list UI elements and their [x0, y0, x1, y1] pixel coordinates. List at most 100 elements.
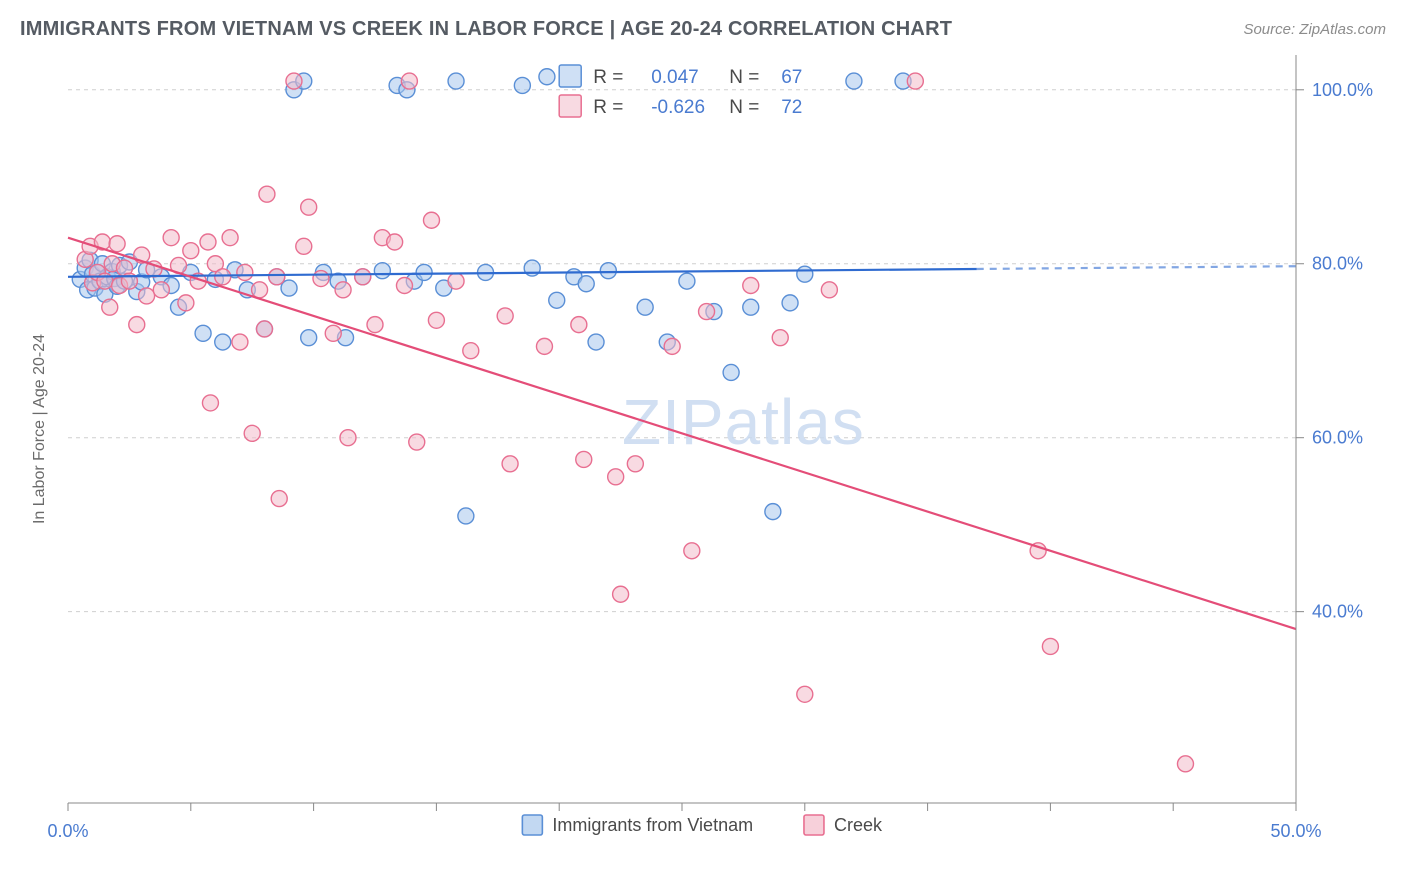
data-point-creek	[355, 269, 371, 285]
data-point-vietnam	[215, 334, 231, 350]
stat-n-label: N =	[729, 97, 759, 118]
data-point-creek	[129, 317, 145, 333]
data-point-vietnam	[301, 330, 317, 346]
data-point-creek	[269, 269, 285, 285]
data-point-vietnam	[797, 266, 813, 282]
data-point-vietnam	[195, 325, 211, 341]
data-point-vietnam	[637, 299, 653, 315]
data-point-creek	[1042, 638, 1058, 654]
data-point-creek	[232, 334, 248, 350]
data-point-vietnam	[448, 73, 464, 89]
data-point-creek	[664, 338, 680, 354]
data-point-vietnam	[588, 334, 604, 350]
legend-label-vietnam: Immigrants from Vietnam	[552, 815, 753, 835]
data-point-creek	[743, 277, 759, 293]
legend-swatch-creek	[804, 815, 824, 835]
stat-r-value-vietnam: 0.047	[651, 67, 699, 88]
data-point-creek	[256, 321, 272, 337]
data-point-vietnam	[549, 292, 565, 308]
stat-r-value-creek: -0.626	[651, 97, 705, 118]
data-point-creek	[163, 230, 179, 246]
data-point-creek	[536, 338, 552, 354]
data-point-creek	[409, 434, 425, 450]
data-point-vietnam	[743, 299, 759, 315]
y-tick-label: 80.0%	[1312, 254, 1363, 274]
data-point-creek	[178, 295, 194, 311]
data-point-vietnam	[539, 69, 555, 85]
data-point-creek	[699, 304, 715, 320]
trend-line-vietnam	[68, 269, 977, 277]
data-point-creek	[396, 277, 412, 293]
data-point-creek	[313, 271, 329, 287]
data-point-creek	[325, 325, 341, 341]
y-tick-label: 40.0%	[1312, 602, 1363, 622]
data-point-vietnam	[846, 73, 862, 89]
data-point-creek	[244, 425, 260, 441]
legend-swatch-vietnam	[522, 815, 542, 835]
y-tick-label: 60.0%	[1312, 428, 1363, 448]
data-point-creek	[608, 469, 624, 485]
data-point-creek	[202, 395, 218, 411]
header-row: IMMIGRANTS FROM VIETNAM VS CREEK IN LABO…	[20, 18, 1386, 41]
data-point-vietnam	[578, 276, 594, 292]
data-point-creek	[571, 317, 587, 333]
data-point-creek	[286, 73, 302, 89]
data-point-vietnam	[458, 508, 474, 524]
data-point-vietnam	[281, 280, 297, 296]
data-point-creek	[576, 451, 592, 467]
data-point-creek	[222, 230, 238, 246]
data-point-vietnam	[416, 264, 432, 280]
data-point-creek	[772, 330, 788, 346]
stat-n-value-vietnam: 67	[781, 67, 802, 88]
scatter-chart: ZIPatlas0.0%50.0%40.0%60.0%80.0%100.0%In…	[20, 47, 1386, 867]
data-point-creek	[139, 288, 155, 304]
data-point-vietnam	[679, 273, 695, 289]
data-point-creek	[502, 456, 518, 472]
chart-area: ZIPatlas0.0%50.0%40.0%60.0%80.0%100.0%In…	[20, 47, 1386, 867]
data-point-vietnam	[723, 364, 739, 380]
stat-n-value-creek: 72	[781, 97, 802, 118]
data-point-creek	[423, 212, 439, 228]
data-point-creek	[153, 282, 169, 298]
stat-swatch-vietnam	[559, 65, 581, 87]
data-point-creek	[497, 308, 513, 324]
data-point-creek	[340, 430, 356, 446]
y-tick-label: 100.0%	[1312, 80, 1373, 100]
data-point-creek	[102, 299, 118, 315]
data-point-vietnam	[374, 263, 390, 279]
data-point-creek	[387, 234, 403, 250]
stat-n-label: N =	[729, 67, 759, 88]
data-point-creek	[463, 343, 479, 359]
data-point-creek	[252, 282, 268, 298]
chart-title: IMMIGRANTS FROM VIETNAM VS CREEK IN LABO…	[20, 18, 952, 41]
data-point-creek	[401, 73, 417, 89]
data-point-creek	[200, 234, 216, 250]
stat-r-label: R =	[593, 97, 623, 118]
trend-line-dashed-vietnam	[977, 266, 1296, 269]
data-point-creek	[271, 491, 287, 507]
data-point-vietnam	[514, 77, 530, 93]
chart-container: IMMIGRANTS FROM VIETNAM VS CREEK IN LABO…	[0, 0, 1406, 892]
stat-swatch-creek	[559, 95, 581, 117]
data-point-creek	[215, 269, 231, 285]
legend-label-creek: Creek	[834, 815, 883, 835]
data-point-vietnam	[765, 504, 781, 520]
data-point-creek	[1177, 756, 1193, 772]
watermark: ZIPatlas	[622, 386, 865, 458]
data-point-creek	[335, 282, 351, 298]
data-point-creek	[627, 456, 643, 472]
stat-r-label: R =	[593, 67, 623, 88]
data-point-creek	[448, 273, 464, 289]
data-point-creek	[237, 264, 253, 280]
data-point-creek	[907, 73, 923, 89]
data-point-creek	[301, 199, 317, 215]
data-point-creek	[613, 586, 629, 602]
data-point-creek	[428, 312, 444, 328]
data-point-vietnam	[600, 263, 616, 279]
data-point-creek	[367, 317, 383, 333]
source-label: Source: ZipAtlas.com	[1243, 21, 1386, 38]
y-axis-title: In Labor Force | Age 20-24	[31, 334, 48, 524]
data-point-creek	[109, 236, 125, 252]
x-tick-label: 0.0%	[47, 821, 88, 841]
data-point-creek	[259, 186, 275, 202]
